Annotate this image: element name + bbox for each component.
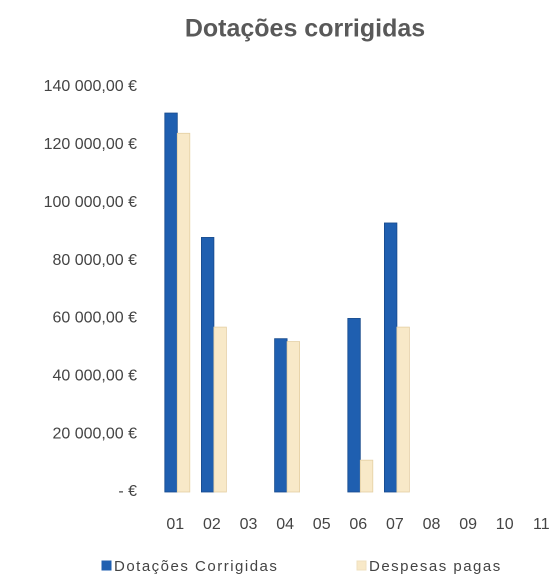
legend-swatch	[356, 560, 367, 571]
y-tick-label: 20 000,00 €	[52, 425, 137, 442]
bar	[286, 341, 301, 493]
x-tick-label: 11	[533, 516, 550, 533]
y-tick-label: 80 000,00 €	[52, 252, 137, 269]
y-tick-label: 120 000,00 €	[44, 136, 138, 153]
bar	[396, 326, 410, 493]
y-tick-label: 140 000,00 €	[44, 78, 138, 95]
bar	[164, 112, 178, 493]
bar	[213, 326, 227, 493]
bar	[176, 132, 191, 493]
y-tick-label: - €	[118, 483, 137, 500]
x-tick-label: 02	[203, 516, 221, 533]
x-tick-label: 07	[386, 516, 404, 533]
x-tick-label: 01	[166, 516, 184, 533]
y-tick-label: 60 000,00 €	[52, 310, 137, 327]
bar	[274, 338, 288, 493]
bar	[383, 222, 398, 493]
x-tick-label: 10	[496, 516, 514, 533]
x-tick-label: 09	[459, 516, 477, 533]
legend-swatch	[101, 560, 112, 571]
bar	[347, 318, 361, 493]
x-tick-label: 03	[240, 516, 258, 533]
legend-label: Dotações Corrigidas	[114, 558, 278, 575]
bar	[359, 459, 374, 493]
y-tick-label: 40 000,00 €	[52, 368, 137, 385]
legend-label: Despesas pagas	[369, 558, 502, 575]
x-tick-label: 04	[276, 516, 294, 533]
x-tick-label: 05	[313, 516, 331, 533]
x-tick-label: 08	[423, 516, 441, 533]
chart-title: Dotações corrigidas	[185, 15, 425, 43]
y-tick-label: 100 000,00 €	[44, 194, 138, 211]
x-tick-label: 06	[349, 516, 367, 533]
bar	[200, 237, 215, 493]
